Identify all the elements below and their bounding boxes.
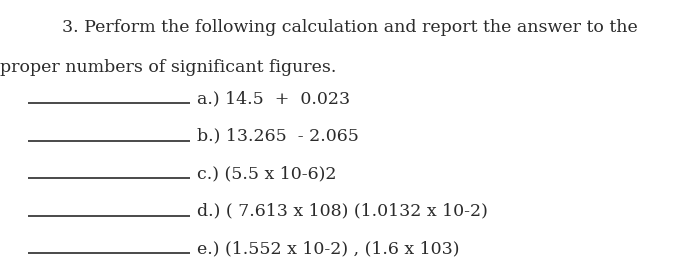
Text: c.) (5.5 x 10-6)2: c.) (5.5 x 10-6)2 — [197, 165, 337, 182]
Text: e.) (1.552 x 10-2) , (1.6 x 103): e.) (1.552 x 10-2) , (1.6 x 103) — [197, 240, 460, 257]
Text: a.) 14.5  +  0.023: a.) 14.5 + 0.023 — [197, 90, 350, 107]
Text: b.) 13.265  - 2.065: b.) 13.265 - 2.065 — [197, 128, 359, 145]
Text: 3. Perform the following calculation and report the answer to the: 3. Perform the following calculation and… — [62, 19, 638, 36]
Text: proper numbers of significant figures.: proper numbers of significant figures. — [0, 59, 337, 76]
Text: d.) ( 7.613 x 108) (1.0132 x 10-2): d.) ( 7.613 x 108) (1.0132 x 10-2) — [197, 203, 488, 220]
